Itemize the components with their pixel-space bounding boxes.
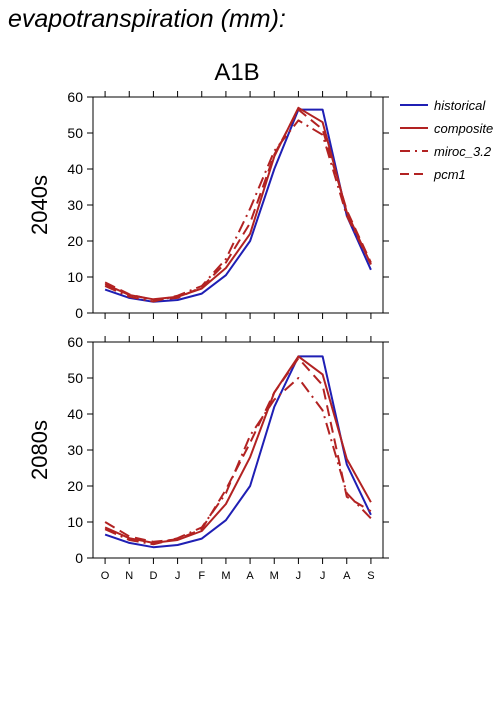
y-tick-label: 10 xyxy=(67,269,83,285)
x-tick-label: M xyxy=(270,570,279,582)
series-line-composite xyxy=(104,106,372,301)
y-tick-label: 60 xyxy=(67,89,83,105)
legend-label-pcm1: pcm1 xyxy=(433,167,466,182)
x-tick-label: D xyxy=(149,570,157,582)
series-line-historical xyxy=(104,108,372,303)
x-tick-label: O xyxy=(101,570,110,582)
x-tick-label: S xyxy=(367,570,374,582)
series-line-miroc_3.2 xyxy=(104,119,372,303)
y-tick-label: 30 xyxy=(67,442,83,458)
legend-label-composite: composite xyxy=(434,121,493,136)
x-tick-label: J xyxy=(296,570,302,582)
x-tick-label: J xyxy=(175,570,181,582)
legend-label-historical: historical xyxy=(434,98,486,113)
legend: historical composite miroc_3.2 pcm1 xyxy=(400,98,493,182)
y-tick-label: 60 xyxy=(67,334,83,350)
series-line-pcm1 xyxy=(104,108,372,301)
chart-panel-2080s: 0 10 20 30 40 50 60 O N D J F M A M J J A S 2080s xyxy=(27,334,389,582)
panel-label: 2080s xyxy=(27,420,52,480)
x-tick-label: J xyxy=(320,570,326,582)
series-line-pcm1 xyxy=(104,357,372,543)
legend-label-miroc_3.2: miroc_3.2 xyxy=(434,144,492,159)
x-tick-label: N xyxy=(125,570,133,582)
y-tick-label: 50 xyxy=(67,125,83,141)
y-tick-label: 0 xyxy=(75,305,83,321)
chart-panel-2040s: 0 10 20 30 40 50 60 2040s xyxy=(27,89,389,321)
y-tick-label: 40 xyxy=(67,161,83,177)
y-tick-label: 40 xyxy=(67,406,83,422)
x-tick-label: A xyxy=(343,570,351,582)
y-tick-label: 20 xyxy=(67,233,83,249)
x-tick-label: A xyxy=(246,570,254,582)
x-tick-label: F xyxy=(198,570,205,582)
y-tick-label: 50 xyxy=(67,370,83,386)
y-tick-label: 10 xyxy=(67,514,83,530)
plot-frame xyxy=(92,96,384,314)
page-title: evapotranspiration (mm): xyxy=(8,5,286,33)
series-line-composite xyxy=(104,355,372,544)
x-tick-label: M xyxy=(221,570,230,582)
y-tick-label: 0 xyxy=(75,550,83,566)
plot-frame xyxy=(92,341,384,559)
y-tick-label: 20 xyxy=(67,478,83,494)
chart-panels: 0 10 20 30 40 50 60 2040s 0 10 20 30 40 50 60 O N D J F M A M J… xyxy=(27,89,389,582)
y-tick-label: 30 xyxy=(67,197,83,213)
scenario-title: A1B xyxy=(214,59,259,86)
panel-label: 2040s xyxy=(27,175,52,235)
series-line-historical xyxy=(104,355,372,549)
